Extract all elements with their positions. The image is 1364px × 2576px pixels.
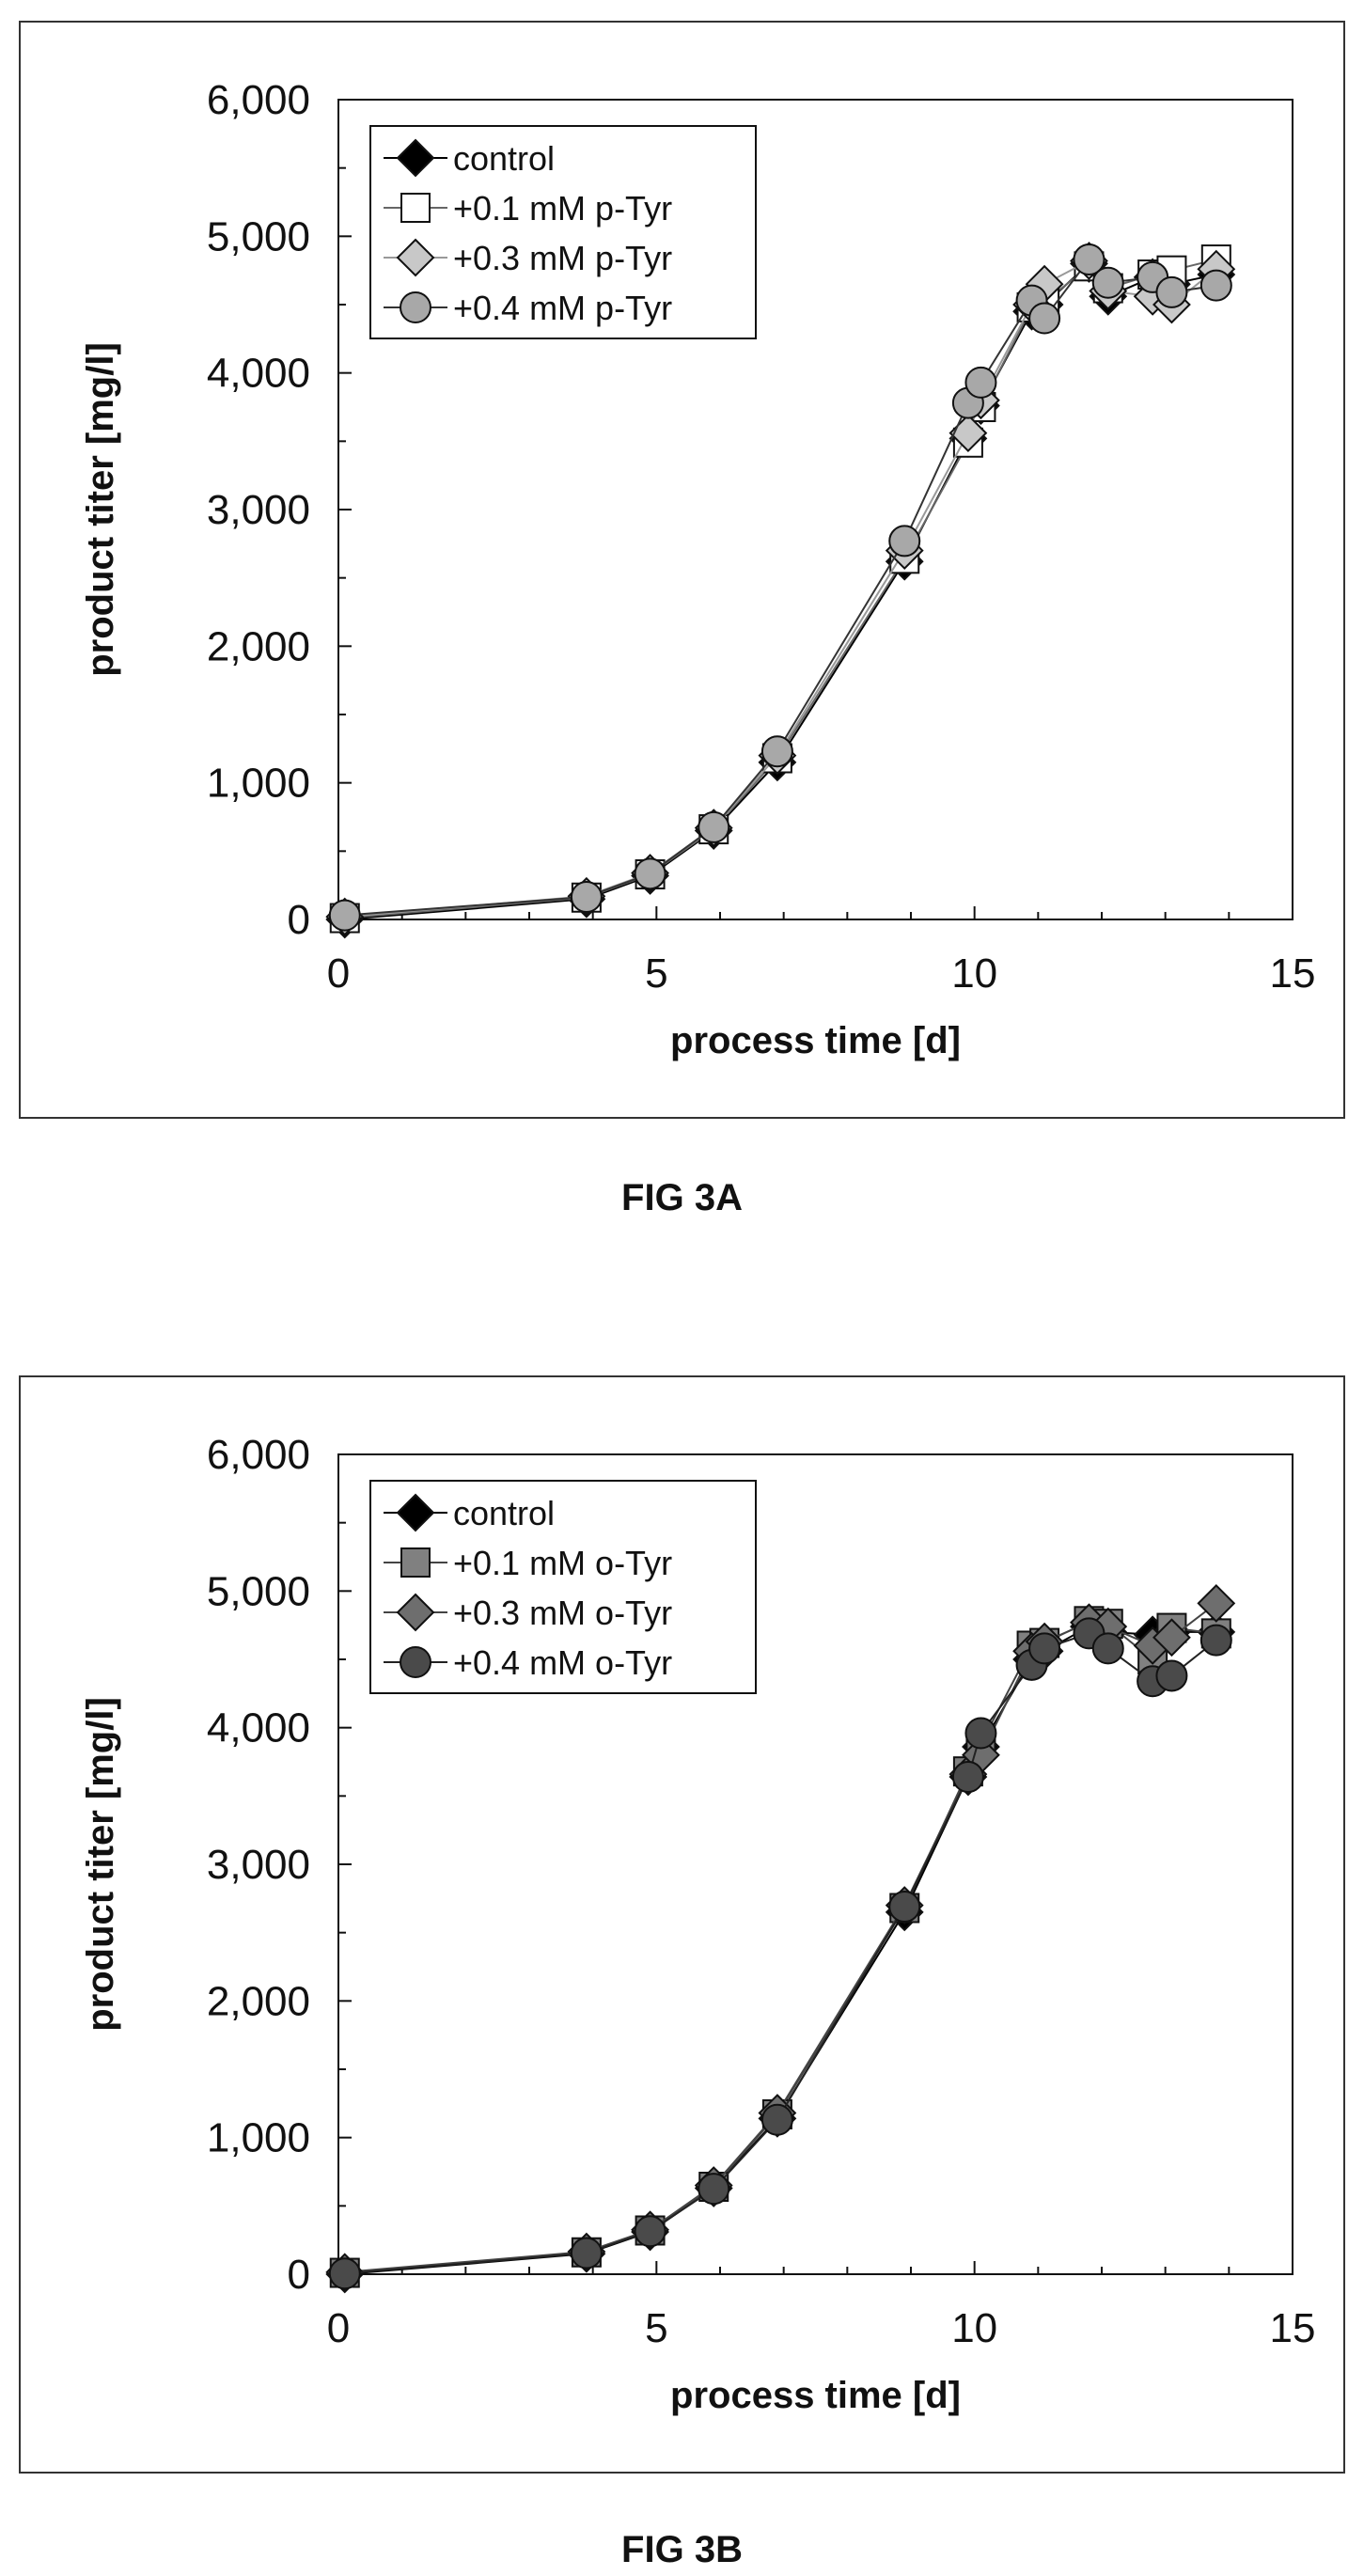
data-point-series-3: [1155, 275, 1188, 308]
legend-marker: [400, 1646, 431, 1678]
x-tick-label: 15: [1270, 950, 1316, 997]
data-point-series-3: [1091, 1632, 1124, 1665]
series-0: [325, 1607, 1236, 2294]
x-tick-label: 10: [951, 950, 997, 997]
series-line-1: [344, 1620, 1216, 2274]
figure-caption-a: FIG 3A: [621, 1177, 743, 1218]
x-tick-label: 10: [951, 2305, 997, 2351]
data-point-series-3: [634, 857, 666, 890]
data-point-series-3: [760, 735, 793, 768]
series-line-3: [344, 1632, 1217, 2275]
legend-marker: [396, 138, 435, 178]
legend-marker: [396, 238, 435, 277]
data-point-series-3: [1155, 1659, 1188, 1692]
chart-b: 0 1,000 2,000 3,000 4,000 5,000 6,000 0 5 10 15 pro…: [80, 1432, 1316, 2416]
legend: control +0.1 mM p-Tyr +0.3 mM p-Tyr +0.4 mM…: [369, 125, 757, 339]
legend-label: control: [453, 139, 555, 178]
y-tick-label: 3,000: [207, 487, 310, 533]
y-tick-label: 0: [288, 2252, 310, 2298]
data-point-series-3: [570, 881, 603, 914]
data-point-series-2: [1197, 1583, 1236, 1623]
data-point-series-3: [760, 2103, 793, 2136]
legend-box: [369, 125, 757, 339]
data-point-series-3: [964, 366, 997, 399]
legend-label: +0.3 mM p-Tyr: [453, 239, 672, 277]
data-point-series-3: [888, 525, 921, 558]
data-point-series-3: [951, 1760, 984, 1793]
data-point-series-3: [328, 2257, 361, 2290]
legend-label: +0.1 mM p-Tyr: [453, 189, 672, 228]
series-0: [325, 243, 1236, 939]
x-tick-label: 5: [645, 2305, 667, 2351]
chart-a: 0 1,000 2,000 3,000 4,000 5,000 6,000 0 5 10 15 pro…: [80, 77, 1316, 1061]
y-tick-label: 6,000: [207, 77, 310, 123]
legend-box: [369, 1480, 757, 1694]
legend-marker: [400, 1547, 431, 1578]
x-tick-label: 15: [1270, 2305, 1316, 2351]
legend-label: control: [453, 1494, 555, 1532]
legend-label: +0.3 mM o-Tyr: [453, 1594, 672, 1632]
y-tick-label: 2,000: [207, 1978, 310, 2024]
x-tick-label: 0: [327, 950, 350, 997]
legend-label: +0.1 mM o-Tyr: [453, 1544, 672, 1582]
x-axis-title: process time [d]: [670, 2375, 961, 2416]
figure-caption-b: FIG 3B: [621, 2529, 743, 2570]
chart-panel-a: 0 1,000 2,000 3,000 4,000 5,000 6,000 0 5 10 15 pro…: [19, 21, 1345, 1119]
series-line-2: [344, 1602, 1217, 2273]
data-point-series-3: [570, 2237, 603, 2270]
y-tick-label: 1,000: [207, 761, 310, 807]
series-line-0: [344, 1626, 1216, 2275]
x-tick-label: 0: [327, 2305, 350, 2351]
data-point-series-3: [1199, 269, 1232, 302]
series-3: [328, 1617, 1232, 2290]
legend-marker: [396, 1593, 435, 1632]
chart-panel-b: 0 1,000 2,000 3,000 4,000 5,000 6,000 0 5 10 15 pro…: [19, 1375, 1345, 2474]
series-line-2: [344, 259, 1217, 919]
y-axis-title: product titer [mg/l]: [80, 342, 121, 677]
data-point-series-3: [698, 810, 730, 843]
series-line-3: [344, 258, 1216, 917]
y-tick-label: 0: [288, 897, 310, 943]
data-point-series-3: [888, 1891, 921, 1924]
y-tick-label: 3,000: [207, 1842, 310, 1888]
x-axis-title: process time [d]: [670, 1020, 961, 1061]
data-point-series-3: [1028, 302, 1061, 335]
data-point-series-3: [328, 899, 361, 932]
data-point-series-3: [1028, 1632, 1061, 1665]
y-tick-label: 6,000: [207, 1432, 310, 1478]
data-point-series-3: [1073, 243, 1105, 276]
data-point-series-2: [1152, 1618, 1191, 1657]
legend-marker: [400, 291, 431, 323]
y-tick-label: 2,000: [207, 623, 310, 669]
legend-label: +0.4 mM p-Tyr: [453, 289, 672, 327]
series-line-0: [344, 261, 1217, 920]
y-tick-label: 5,000: [207, 213, 310, 259]
legend: control +0.1 mM o-Tyr +0.3 mM o-Tyr +0.4 mM…: [369, 1480, 757, 1694]
series-1: [329, 244, 1231, 934]
legend-label: +0.4 mM o-Tyr: [453, 1643, 672, 1682]
data-point-series-3: [634, 2215, 666, 2248]
data-point-series-3: [964, 1717, 997, 1750]
series-2: [325, 242, 1236, 936]
series-line-1: [344, 259, 1217, 919]
legend-marker: [396, 1493, 435, 1532]
series-1: [329, 1606, 1231, 2288]
data-point-series-3: [698, 2173, 730, 2206]
data-point-series-3: [1199, 1624, 1232, 1657]
y-tick-label: 4,000: [207, 1705, 310, 1751]
series-3: [328, 243, 1232, 932]
y-tick-label: 4,000: [207, 351, 310, 397]
data-point-series-3: [1091, 266, 1124, 299]
y-tick-label: 1,000: [207, 2115, 310, 2161]
legend-marker: [400, 193, 431, 223]
x-tick-label: 5: [645, 950, 667, 997]
y-tick-label: 5,000: [207, 1568, 310, 1614]
y-axis-title: product titer [mg/l]: [80, 1697, 121, 2032]
